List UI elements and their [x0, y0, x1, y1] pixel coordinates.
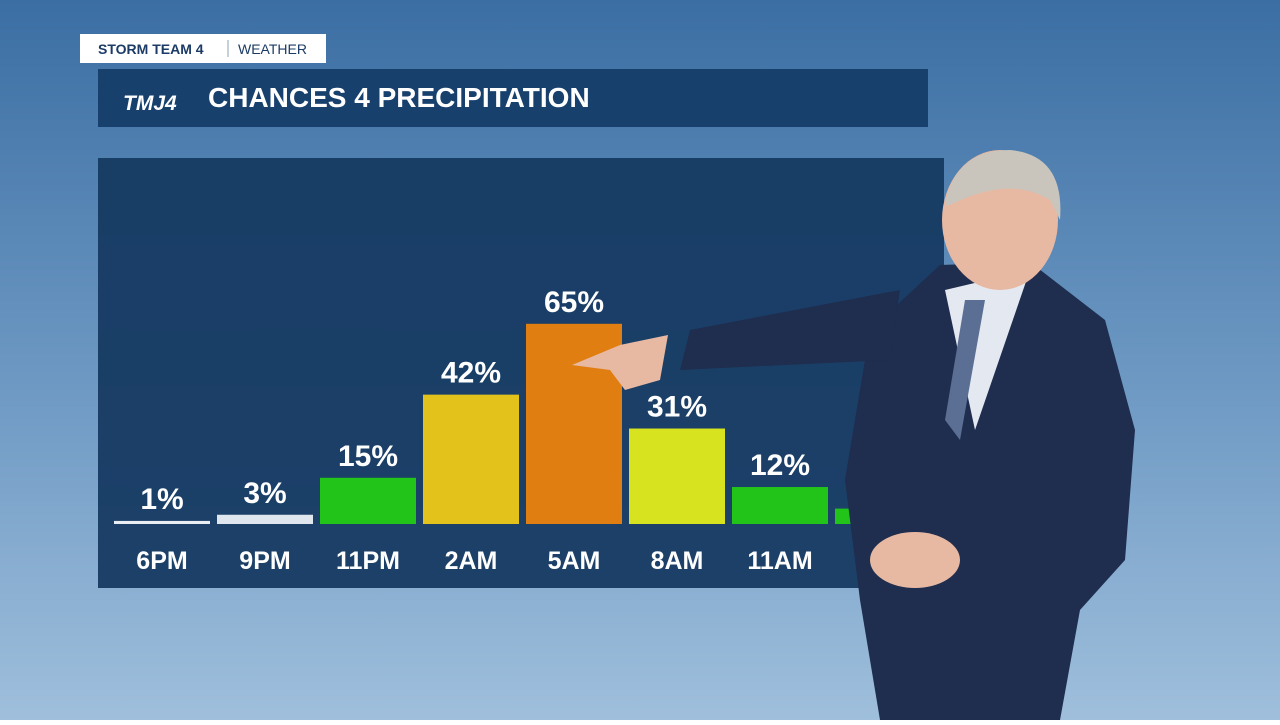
station-logo: TMJ4	[123, 92, 177, 115]
brand-team: STORM TEAM 4	[98, 41, 204, 57]
value-label: 42%	[441, 357, 501, 390]
hand	[572, 335, 668, 390]
bar	[423, 394, 519, 524]
bar	[114, 520, 210, 524]
chart-title: CHANCES 4 PRECIPITATION	[208, 82, 590, 113]
x-tick-label: 11AM	[747, 547, 812, 575]
x-tick-label: 6PM	[136, 547, 187, 575]
value-label: 31%	[647, 391, 707, 424]
value-label: 12%	[750, 449, 810, 482]
value-label: 15%	[338, 440, 398, 473]
hair	[945, 150, 1061, 220]
x-tick-label: 9PM	[239, 547, 290, 575]
title-bar	[98, 69, 928, 127]
bar	[629, 428, 725, 524]
suit	[845, 262, 1135, 720]
bar	[320, 477, 416, 524]
bar	[217, 514, 313, 524]
tie	[945, 300, 985, 440]
x-tick-label: 11PM	[336, 547, 400, 575]
brand-section: WEATHER	[238, 41, 307, 57]
x-tick-label: 5AM	[548, 547, 601, 575]
presenter	[572, 150, 1135, 720]
brand-tag	[80, 34, 326, 63]
bar	[732, 487, 828, 524]
value-label: 1%	[140, 483, 183, 516]
x-tick-label: 2AM	[445, 547, 498, 575]
arm	[680, 290, 900, 370]
x-tick-label: 8AM	[651, 547, 704, 575]
hands	[870, 532, 960, 588]
value-label: 3%	[243, 477, 286, 510]
value-label: 65%	[544, 286, 604, 319]
